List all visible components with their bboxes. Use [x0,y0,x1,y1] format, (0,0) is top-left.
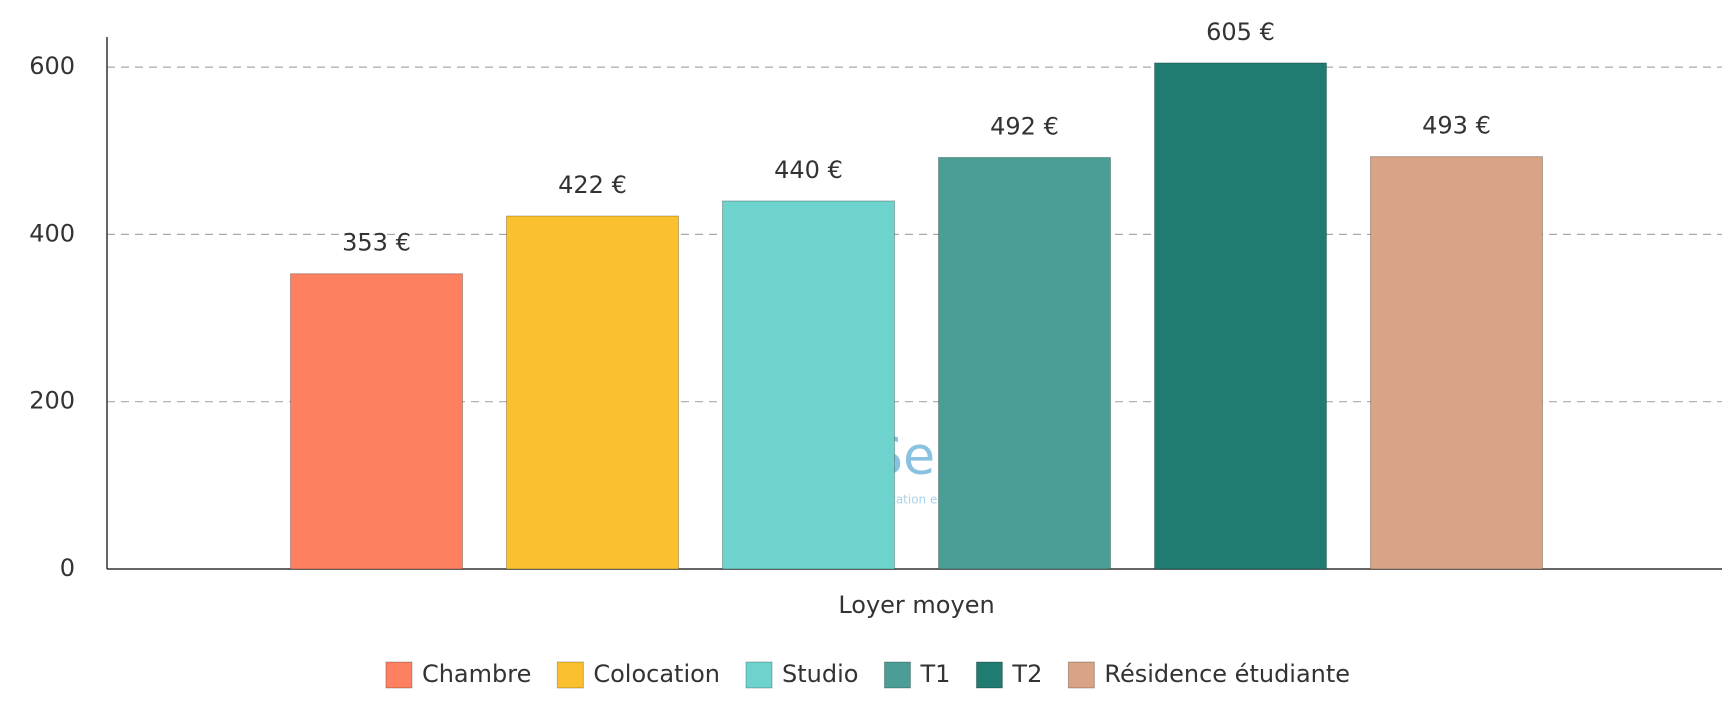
bar [938,156,1111,570]
x-axis-label: Loyer moyen [838,591,994,619]
legend-swatch [385,661,413,689]
legend-label: T2 [1011,660,1042,688]
legend-label: T1 [919,660,950,688]
bar [290,273,463,570]
legend-label: Résidence étudiante [1104,660,1350,688]
legend-swatch [883,661,911,689]
bar [722,200,895,570]
data-label: 492 € [990,112,1059,140]
bar [1370,156,1543,570]
legend-label: Studio [782,660,858,688]
data-label: 422 € [558,171,627,199]
bar [506,215,679,570]
y-tick-label: 200 [29,387,75,415]
y-tick-label: 0 [60,554,75,582]
legend-swatch [556,661,584,689]
bar [1154,62,1327,570]
data-label: 440 € [774,156,843,184]
legend-swatch [975,661,1003,689]
data-label: 493 € [1422,112,1491,140]
legend-label: Chambre [422,660,531,688]
data-label: 605 € [1206,18,1275,46]
legend-swatch [1067,661,1095,689]
legend-swatch [745,661,773,689]
data-label: 353 € [342,229,411,257]
y-tick-label: 400 [29,219,75,247]
y-tick-label: 600 [29,52,75,80]
legend-label: Colocation [593,660,720,688]
